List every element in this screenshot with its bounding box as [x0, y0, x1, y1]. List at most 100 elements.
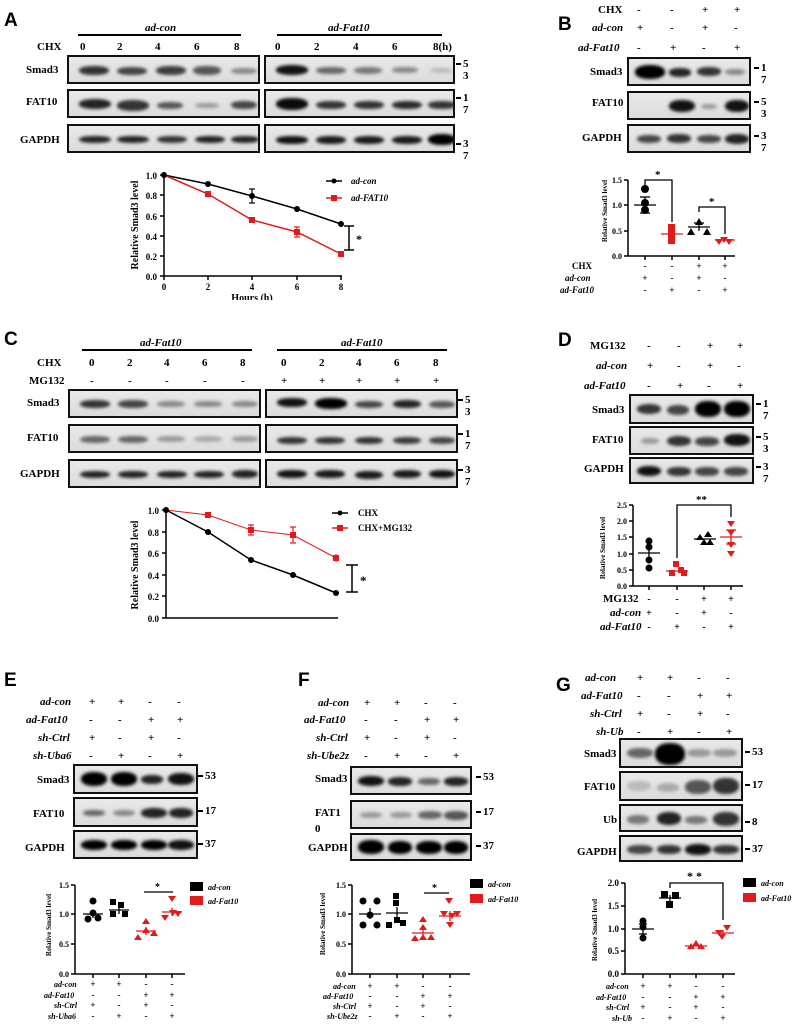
time-label: 8	[240, 357, 246, 369]
svg-text:-: -	[722, 1002, 725, 1012]
svg-text:0.0: 0.0	[336, 970, 346, 979]
sign: -	[702, 42, 706, 54]
svg-text:Hours (h): Hours (h)	[231, 293, 272, 300]
svg-text:-: -	[644, 285, 647, 295]
mw-marker: 3 7	[754, 130, 767, 154]
sign: -	[637, 726, 641, 738]
mw-marker: 3 7	[458, 464, 471, 488]
condition-label: sh-Ube2z	[307, 750, 350, 762]
condition-label: ad-Fat10	[581, 690, 623, 702]
sign: +	[148, 714, 155, 726]
sign: +	[118, 696, 125, 708]
svg-text:-: -	[92, 1011, 95, 1021]
sign: -	[394, 714, 398, 726]
svg-text:ad-con: ad-con	[610, 607, 641, 619]
svg-text:+: +	[646, 608, 652, 619]
svg-text:+: +	[693, 992, 698, 1002]
sign: -	[637, 690, 641, 702]
condition-label: ad-con	[596, 360, 628, 372]
time-label: 0	[275, 41, 281, 53]
svg-text:0.0: 0.0	[148, 614, 160, 624]
svg-text:0.6: 0.6	[148, 549, 160, 559]
sign: +	[356, 375, 363, 387]
time-label: 8	[234, 41, 240, 53]
sign: -	[177, 696, 181, 708]
svg-text:+: +	[116, 1011, 121, 1021]
sign: +	[707, 360, 714, 372]
legend-chx-mg132: CHX+MG132	[358, 523, 413, 533]
sign: -	[697, 726, 701, 738]
sign: -	[647, 380, 651, 392]
sign: +	[734, 4, 741, 16]
sign: +	[667, 726, 674, 738]
sign: -	[177, 732, 181, 744]
sign: +	[702, 22, 709, 34]
svg-text:0.0: 0.0	[617, 582, 627, 591]
sign: -	[90, 375, 94, 387]
western-blot-smad3-right	[265, 389, 458, 418]
svg-text:-: -	[369, 991, 372, 1001]
panel-label-b: B	[558, 14, 572, 35]
western-blot-gapdh-left	[68, 459, 261, 488]
condition-label: CHX	[598, 4, 623, 16]
time-label: 4	[164, 357, 170, 369]
sign: +	[726, 690, 733, 702]
western-blot-gapdh	[629, 457, 754, 484]
blot-label-gapdh: GAPDH	[582, 132, 622, 144]
svg-text:0.4: 0.4	[146, 232, 158, 242]
svg-text:+: +	[116, 979, 121, 989]
western-blot-smad3	[350, 766, 472, 795]
svg-text:ad-con: ad-con	[488, 880, 511, 889]
svg-text:-: -	[669, 992, 672, 1002]
mw-marker: 1 7	[456, 92, 469, 116]
svg-text:+: +	[696, 273, 701, 283]
sign: +	[89, 732, 96, 744]
blot-label-gapdh: GAPDH	[25, 842, 65, 854]
sign: -	[424, 697, 428, 709]
sign: -	[165, 375, 169, 387]
sign: -	[707, 380, 711, 392]
svg-text:Relative Smad3 level: Relative Smad3 level	[591, 899, 599, 961]
blot-label-fat10: FAT10	[584, 781, 616, 793]
mw-marker: 1 7	[756, 398, 769, 422]
svg-text:Relative Smad3 level: Relative Smad3 level	[45, 894, 53, 956]
panel-label-g: G	[556, 675, 571, 696]
mw-marker: 1 7	[754, 62, 767, 86]
mw-marker: 53	[476, 771, 494, 783]
svg-text:0.4: 0.4	[148, 571, 160, 581]
time-label: 0	[80, 41, 86, 53]
sign: +	[734, 42, 741, 54]
svg-text:1.5: 1.5	[612, 176, 622, 185]
western-blot-smad3-left	[68, 389, 261, 418]
svg-text:+: +	[447, 1011, 452, 1021]
sign: +	[177, 750, 184, 762]
svg-text:ad-con: ad-con	[761, 879, 784, 888]
western-blot-fat10	[627, 91, 751, 120]
svg-text:2.0: 2.0	[617, 517, 627, 526]
sign: -	[677, 340, 681, 352]
sign: +	[89, 696, 96, 708]
time-label: 2	[117, 41, 123, 53]
svg-text:+: +	[169, 990, 174, 1000]
condition-label: sh-Uba6	[33, 750, 72, 762]
panel-label-c: C	[4, 329, 18, 350]
time-label: 0	[89, 357, 95, 369]
scatter-chart-g: Relative Smad3 level 2.0 1.5 1.0 0.5 0.0 * *…	[591, 869, 791, 1023]
sign: +	[667, 672, 674, 684]
condition-label: ad-Fat10	[578, 42, 620, 54]
svg-text:+: +	[701, 594, 707, 605]
sign: +	[670, 42, 677, 54]
svg-text:+: +	[720, 1013, 725, 1023]
sign: -	[148, 696, 152, 708]
svg-text:+: +	[420, 1001, 425, 1011]
svg-text:1.0: 1.0	[617, 550, 627, 559]
blot-label-fat10: FAT10	[592, 97, 624, 109]
western-blot-smad3	[619, 738, 743, 768]
sign: +	[424, 714, 431, 726]
svg-text:ad-con: ad-con	[208, 883, 231, 892]
svg-text:0.0: 0.0	[612, 252, 622, 261]
svg-text:sh-Ctrl: sh-Ctrl	[605, 1003, 630, 1012]
sign: -	[241, 375, 245, 387]
svg-text:-: -	[698, 285, 701, 295]
group-label-ad-fat10: ad-Fat10	[328, 22, 370, 34]
